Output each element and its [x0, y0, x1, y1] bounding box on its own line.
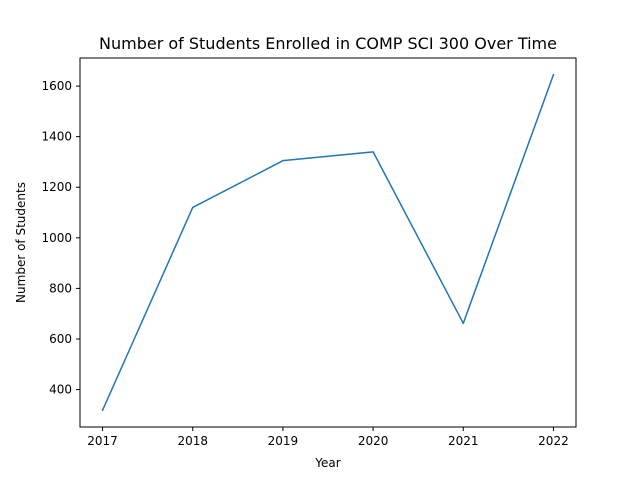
x-axis-label: Year	[314, 456, 340, 470]
y-tick-label: 1600	[41, 79, 72, 93]
x-tick-label: 2017	[87, 434, 118, 448]
y-tick-label: 1400	[41, 130, 72, 144]
y-tick-label: 1000	[41, 231, 72, 245]
axes-frame	[79, 57, 577, 428]
y-tick-label: 800	[49, 281, 72, 295]
chart-title: Number of Students Enrolled in COMP SCI …	[99, 34, 557, 53]
axis-ticks: 2017 2018 2019 2020 2021 2022 400 600 800 1000 120…	[41, 79, 568, 448]
y-axis-label: Number of Students	[14, 182, 28, 303]
series-line	[101, 73, 555, 412]
x-tick-label: 2021	[448, 434, 479, 448]
series-layer	[101, 73, 555, 412]
x-tick-label: 2022	[538, 434, 569, 448]
x-tick-label: 2019	[268, 434, 299, 448]
plot-area: 2017 2018 2019 2020 2021 2022 400 600 800 1000 120…	[41, 57, 577, 448]
y-tick-label: 400	[49, 383, 72, 397]
y-tick-label: 1200	[41, 180, 72, 194]
x-tick-label: 2020	[358, 434, 389, 448]
x-tick-label: 2018	[177, 434, 208, 448]
y-tick-label: 600	[49, 332, 72, 346]
